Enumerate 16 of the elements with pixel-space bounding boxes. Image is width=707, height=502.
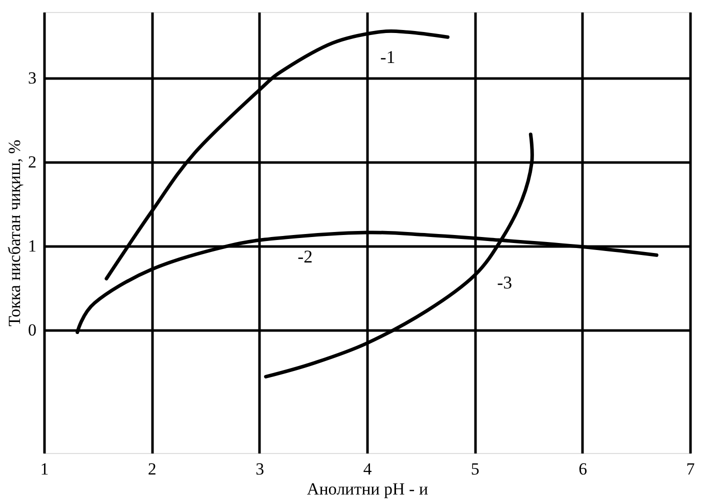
y-tick-label: 3 [28, 68, 36, 88]
x-tick-label: 6 [578, 460, 588, 478]
y-tick-label: 2 [28, 152, 36, 172]
x-tick-label: 1 [40, 460, 49, 478]
x-tick-label: 3 [256, 460, 264, 478]
y-tick-label: 0 [28, 320, 36, 340]
x-tick-label: 7 [686, 460, 696, 478]
series-label: -3 [497, 272, 512, 292]
x-tick-label: 5 [470, 460, 480, 478]
x-tick-label: 2 [148, 460, 156, 478]
x-axis-title: Анолитни pH - и [306, 480, 428, 498]
series-label: -1 [380, 47, 396, 68]
y-axis-title: Токка нисбатан чиқиш, % [5, 140, 24, 326]
y-tick-label: 1 [28, 236, 36, 256]
series-label: -2 [298, 246, 313, 267]
x-tick-label: 4 [363, 460, 372, 478]
